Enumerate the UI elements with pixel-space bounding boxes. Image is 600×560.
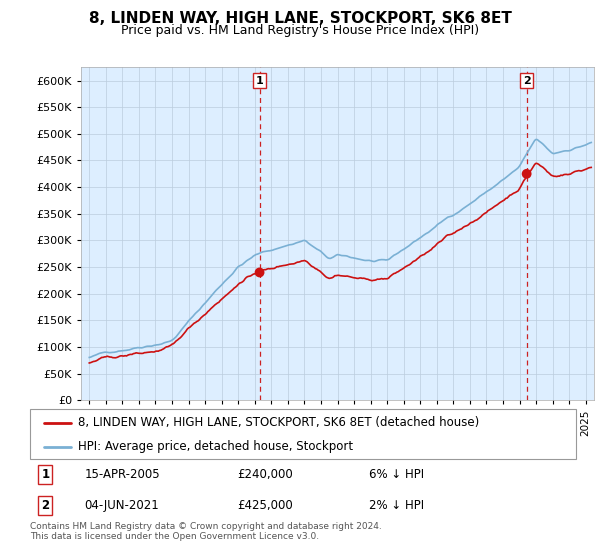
Text: £240,000: £240,000 <box>238 468 293 481</box>
Text: This data is licensed under the Open Government Licence v3.0.: This data is licensed under the Open Gov… <box>30 532 319 541</box>
Text: Price paid vs. HM Land Registry's House Price Index (HPI): Price paid vs. HM Land Registry's House … <box>121 24 479 36</box>
Text: 8, LINDEN WAY, HIGH LANE, STOCKPORT, SK6 8ET: 8, LINDEN WAY, HIGH LANE, STOCKPORT, SK6… <box>89 11 511 26</box>
Text: Contains HM Land Registry data © Crown copyright and database right 2024.: Contains HM Land Registry data © Crown c… <box>30 522 382 531</box>
Text: 2: 2 <box>41 499 49 512</box>
Text: 6% ↓ HPI: 6% ↓ HPI <box>368 468 424 481</box>
Text: 2: 2 <box>523 76 530 86</box>
Text: HPI: Average price, detached house, Stockport: HPI: Average price, detached house, Stoc… <box>78 440 353 453</box>
Text: 1: 1 <box>41 468 49 481</box>
Point <box>255 268 265 277</box>
Text: 04-JUN-2021: 04-JUN-2021 <box>85 499 160 512</box>
Text: 2% ↓ HPI: 2% ↓ HPI <box>368 499 424 512</box>
Text: £425,000: £425,000 <box>238 499 293 512</box>
Text: 1: 1 <box>256 76 263 86</box>
Text: 15-APR-2005: 15-APR-2005 <box>85 468 160 481</box>
Point <box>522 169 532 178</box>
Text: 8, LINDEN WAY, HIGH LANE, STOCKPORT, SK6 8ET (detached house): 8, LINDEN WAY, HIGH LANE, STOCKPORT, SK6… <box>78 417 479 430</box>
FancyBboxPatch shape <box>30 409 576 459</box>
